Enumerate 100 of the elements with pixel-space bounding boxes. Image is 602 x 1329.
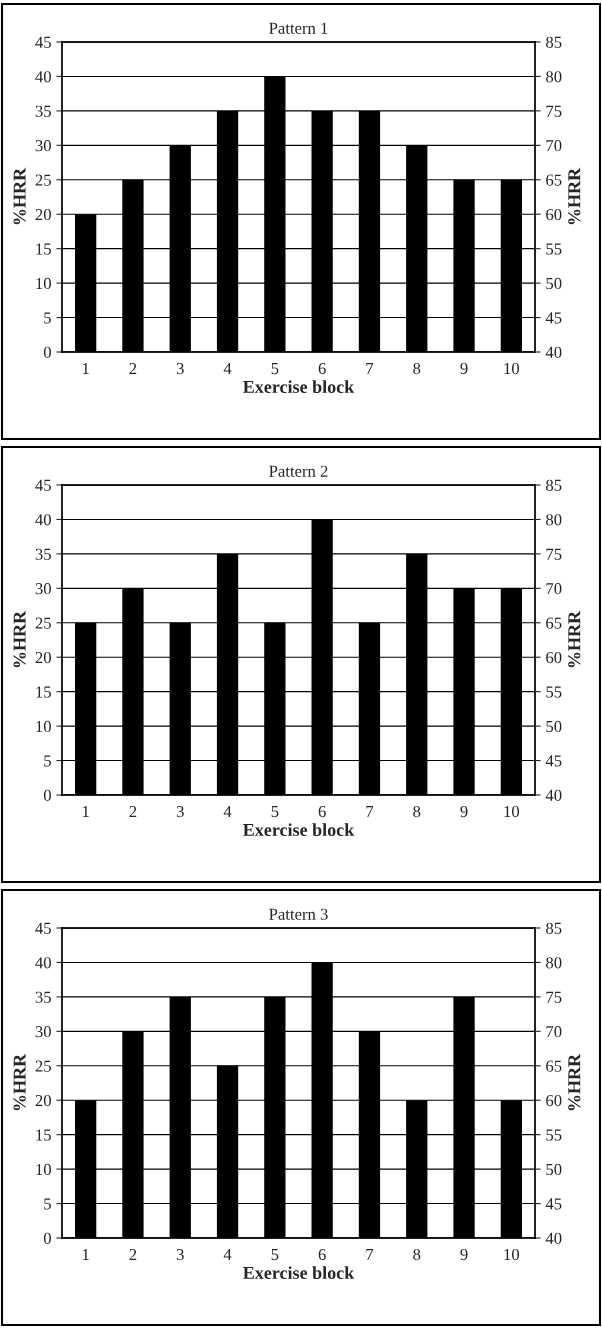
y2-tick-label: 60 xyxy=(546,1094,562,1107)
y2-axis-title: %HRR xyxy=(568,167,581,225)
y2-tick-label: 55 xyxy=(546,243,562,255)
x-tick-label: 5 xyxy=(271,806,279,818)
y-tick-label: 15 xyxy=(36,686,51,698)
x-axis-title: Exercise block xyxy=(243,380,355,394)
y2-tick-label: 65 xyxy=(546,617,562,629)
x-tick-label: 6 xyxy=(318,805,326,818)
y-tick-label: 40 xyxy=(35,957,51,969)
y-tick-label: 35 xyxy=(35,991,51,1003)
y2-tick-label: 55 xyxy=(546,686,562,698)
x-axis-title: Exercise block xyxy=(243,1266,355,1280)
y-tick-label: 45 xyxy=(35,922,51,934)
y-tick-label: 10 xyxy=(36,1163,51,1176)
y2-tick-label: 70 xyxy=(546,1026,562,1038)
y2-tick-label: 40 xyxy=(545,789,562,801)
y2-tick-label: 65 xyxy=(546,1060,562,1072)
y-tick-label: 45 xyxy=(35,36,51,48)
y2-tick-label: 45 xyxy=(545,755,562,767)
y-tick-label: 15 xyxy=(36,1129,51,1141)
x-tick-label: 8 xyxy=(413,805,421,818)
y2-tick-label: 40 xyxy=(545,346,562,358)
y2-tick-label: 80 xyxy=(546,71,562,83)
x-tick-label: 5 xyxy=(271,363,279,375)
x-tick-label: 4 xyxy=(223,363,232,374)
y-tick-label: 40 xyxy=(35,514,51,526)
y-tick-label: 15 xyxy=(36,243,51,255)
x-tick-label: 2 xyxy=(129,805,137,817)
y-tick-label: 0 xyxy=(43,346,51,358)
y-tick-label: 10 xyxy=(36,277,51,290)
y-axis-title: %HRR xyxy=(13,1053,26,1111)
y-tick-label: 5 xyxy=(44,1198,51,1210)
y-tick-label: 45 xyxy=(35,479,51,491)
x-tick-label: 7 xyxy=(366,1249,374,1260)
y-axis-title: %HRR xyxy=(13,167,26,225)
x-axis-title: Exercise block xyxy=(243,823,355,837)
y2-tick-label: 50 xyxy=(546,720,562,733)
y2-tick-label: 45 xyxy=(545,1198,562,1210)
y-axis-title: %HRR xyxy=(13,610,26,668)
x-tick-label: 4 xyxy=(223,806,232,817)
y2-tick-label: 40 xyxy=(545,1232,562,1244)
x-tick-label: 8 xyxy=(413,1248,421,1261)
y2-tick-label: 75 xyxy=(546,991,562,1003)
x-tick-label: 10 xyxy=(504,805,520,818)
y-tick-label: 20 xyxy=(35,208,51,221)
y-tick-label: 20 xyxy=(35,651,51,664)
y-tick-label: 20 xyxy=(35,1094,51,1107)
y2-tick-label: 60 xyxy=(546,651,562,664)
x-tick-label: 2 xyxy=(129,362,137,374)
x-tick-label: 10 xyxy=(504,362,520,375)
y-tick-label: 30 xyxy=(35,140,51,152)
y-tick-label: 10 xyxy=(36,720,51,733)
x-tick-label: 3 xyxy=(176,805,184,818)
y2-tick-label: 85 xyxy=(546,479,562,491)
chart-title: Pattern 1 xyxy=(269,22,328,34)
x-tick-label: 1 xyxy=(82,362,89,374)
y2-tick-label: 85 xyxy=(546,36,562,48)
x-tick-label: 9 xyxy=(460,362,468,375)
y2-tick-label: 50 xyxy=(546,1163,562,1176)
chart-title: Pattern 3 xyxy=(269,908,328,920)
y-tick-label: 5 xyxy=(44,312,51,324)
y2-tick-label: 75 xyxy=(546,105,562,117)
x-tick-label: 8 xyxy=(413,362,421,375)
y2-tick-label: 60 xyxy=(546,208,562,221)
y-tick-label: 25 xyxy=(35,617,51,629)
y2-tick-label: 70 xyxy=(546,140,562,152)
x-tick-label: 9 xyxy=(460,805,468,818)
y2-tick-label: 80 xyxy=(546,514,562,526)
chart-title: Pattern 2 xyxy=(269,465,328,477)
x-tick-label: 7 xyxy=(366,363,374,374)
y-tick-label: 5 xyxy=(44,755,51,767)
y-tick-label: 25 xyxy=(35,174,51,186)
y2-tick-label: 45 xyxy=(545,312,562,324)
x-tick-label: 1 xyxy=(82,805,89,817)
y2-tick-label: 80 xyxy=(546,957,562,969)
y2-tick-label: 70 xyxy=(546,583,562,595)
y2-tick-label: 50 xyxy=(546,277,562,290)
x-tick-label: 3 xyxy=(176,1248,184,1261)
x-tick-label: 5 xyxy=(271,1249,279,1261)
y2-tick-label: 75 xyxy=(546,548,562,560)
x-tick-label: 9 xyxy=(460,1248,468,1261)
y-tick-label: 35 xyxy=(35,548,51,560)
y-tick-label: 30 xyxy=(35,583,51,595)
y2-tick-label: 55 xyxy=(546,1129,562,1141)
y2-tick-label: 65 xyxy=(546,174,562,186)
x-tick-label: 1 xyxy=(82,1248,89,1260)
y-tick-label: 30 xyxy=(35,1026,51,1038)
x-tick-label: 4 xyxy=(223,1249,232,1260)
x-tick-label: 6 xyxy=(318,1248,326,1261)
x-tick-label: 7 xyxy=(366,806,374,817)
y2-tick-label: 85 xyxy=(546,922,562,934)
y2-axis-title: %HRR xyxy=(568,1053,581,1111)
y-tick-label: 0 xyxy=(43,1232,51,1244)
y-tick-label: 35 xyxy=(35,105,51,117)
y2-axis-title: %HRR xyxy=(568,610,581,668)
x-tick-label: 10 xyxy=(504,1248,520,1261)
x-tick-label: 3 xyxy=(176,362,184,375)
x-tick-label: 2 xyxy=(129,1248,137,1260)
x-tick-label: 6 xyxy=(318,362,326,375)
y-tick-label: 0 xyxy=(43,789,51,801)
